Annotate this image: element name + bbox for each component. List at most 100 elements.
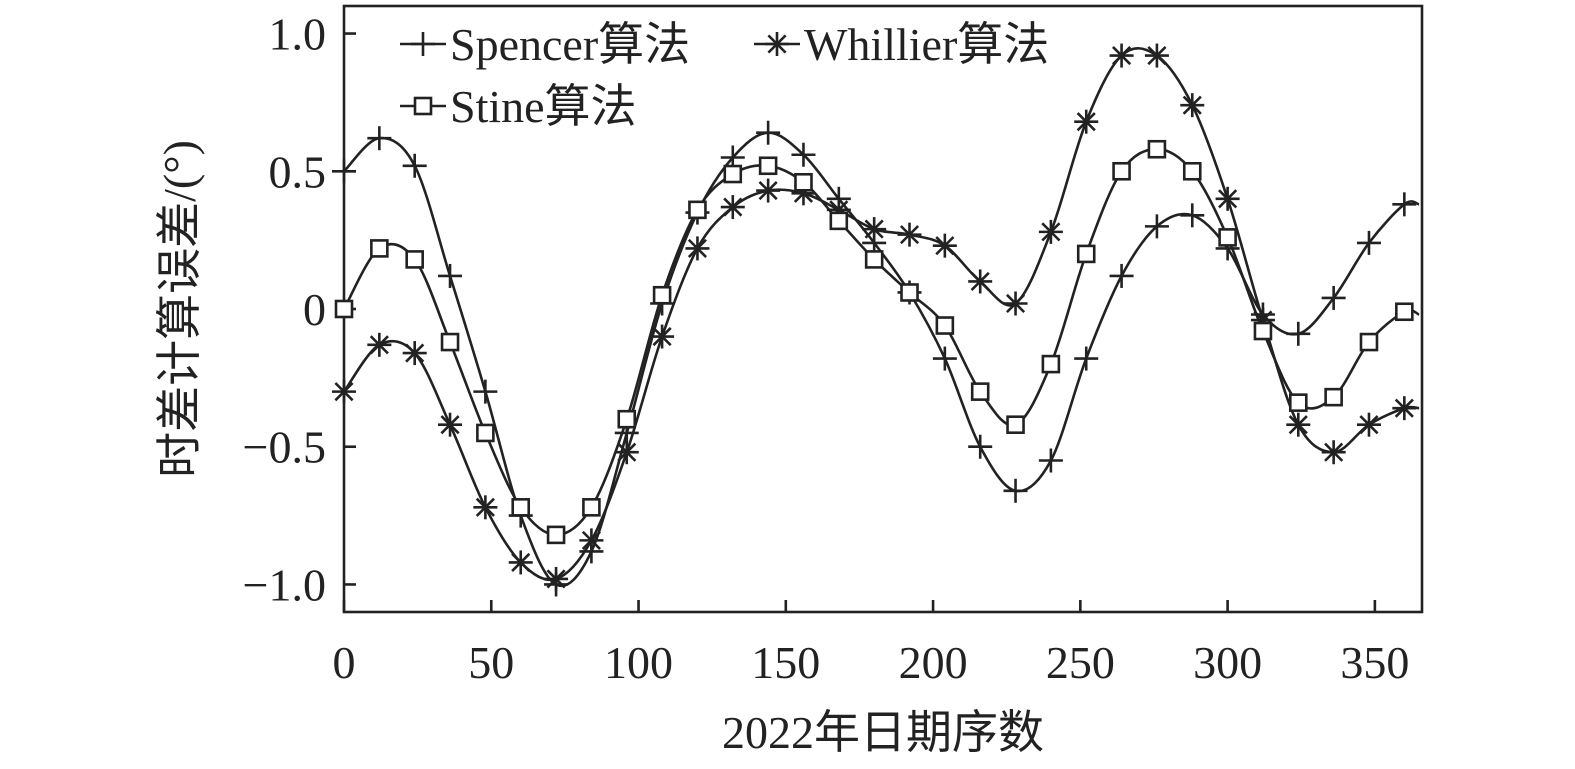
legend-marker xyxy=(413,96,433,116)
legend-item: Whillier算法 xyxy=(754,19,1049,70)
data-point xyxy=(1003,478,1028,503)
data-point xyxy=(1392,396,1417,421)
data-point xyxy=(1180,203,1205,228)
data-point xyxy=(756,178,781,203)
data-point xyxy=(1147,139,1167,159)
data-point xyxy=(1321,285,1346,310)
y-tick-label: 1.0 xyxy=(269,9,327,60)
series-line xyxy=(342,147,1420,537)
data-point xyxy=(438,412,463,437)
data-point xyxy=(1253,321,1273,341)
y-tick-label: −0.5 xyxy=(243,422,326,473)
data-point xyxy=(862,217,887,242)
y-axis-title: 时差计算误差/(°) xyxy=(154,140,205,478)
data-point xyxy=(968,269,993,294)
data-point xyxy=(405,250,424,269)
data-point xyxy=(864,250,884,269)
series-line xyxy=(343,131,1420,588)
data-point xyxy=(932,346,957,371)
data-point xyxy=(402,341,427,366)
data-point xyxy=(1180,93,1205,118)
data-point xyxy=(1006,415,1025,434)
data-point xyxy=(367,126,392,151)
data-point xyxy=(970,382,990,401)
data-point xyxy=(1395,302,1414,322)
data-point xyxy=(794,172,813,192)
data-point xyxy=(617,409,637,429)
data-point xyxy=(688,200,707,220)
data-point xyxy=(402,153,427,178)
data-point xyxy=(546,525,566,545)
data-point xyxy=(1359,332,1379,352)
data-point xyxy=(723,164,743,184)
data-point xyxy=(582,498,601,517)
legend-label: Whillier算法 xyxy=(804,19,1049,70)
data-point xyxy=(791,142,816,167)
data-point xyxy=(1144,43,1169,68)
legend-marker xyxy=(411,32,435,56)
data-point xyxy=(1321,440,1346,465)
x-axis-title: 2022年日期序数 xyxy=(722,707,1044,758)
data-point xyxy=(332,379,356,404)
data-point xyxy=(652,285,672,305)
data-point xyxy=(1324,387,1343,407)
data-point xyxy=(900,283,919,302)
data-point xyxy=(650,324,675,349)
data-point xyxy=(1392,192,1417,217)
data-point xyxy=(511,498,531,517)
data-point xyxy=(544,566,569,591)
data-point xyxy=(1003,291,1028,316)
x-tick-label: 300 xyxy=(1193,637,1262,688)
legend-item: Stine算法 xyxy=(400,81,637,132)
data-point xyxy=(685,236,710,261)
legend-label: Spencer算法 xyxy=(450,19,690,70)
data-point xyxy=(935,316,955,335)
data-point xyxy=(476,423,495,443)
data-point xyxy=(1112,161,1131,181)
data-point xyxy=(1038,219,1063,244)
data-point xyxy=(1218,228,1237,247)
legend: Spencer算法 Whillier算法 Stine算法 xyxy=(400,19,1049,132)
data-point xyxy=(370,239,389,258)
data-point xyxy=(758,156,778,176)
data-point xyxy=(1074,346,1099,371)
data-point xyxy=(1076,244,1096,264)
y-tick-label: 0.5 xyxy=(269,146,327,197)
series-layer xyxy=(332,43,1420,597)
data-point xyxy=(1182,161,1202,181)
series-square xyxy=(334,139,1420,545)
legend-item: Spencer算法 xyxy=(400,19,690,70)
data-point xyxy=(756,120,781,145)
data-point xyxy=(1356,412,1381,437)
data-point xyxy=(897,222,922,247)
data-point xyxy=(438,263,463,288)
data-point xyxy=(1074,109,1099,134)
x-tick-label: 100 xyxy=(604,637,673,688)
y-tick-label: −1.0 xyxy=(243,559,326,610)
data-point xyxy=(473,495,498,520)
data-point xyxy=(720,195,745,220)
data-point xyxy=(1215,186,1240,211)
data-point xyxy=(1109,43,1134,68)
data-point xyxy=(968,434,993,459)
data-point xyxy=(614,440,639,465)
data-point xyxy=(1109,263,1134,288)
data-point xyxy=(829,211,849,231)
data-point xyxy=(579,528,604,553)
x-tick-label: 50 xyxy=(468,637,514,688)
data-point xyxy=(440,332,460,352)
axes: 0 50 100 150 200 250 300 350 1.0 0.5 0 −0.5 −1.0 xyxy=(243,4,1424,688)
x-tick-label: 0 xyxy=(333,637,356,688)
data-point xyxy=(332,159,356,184)
legend-marker xyxy=(765,32,789,56)
data-point xyxy=(1288,393,1308,412)
data-point xyxy=(334,299,354,319)
x-tick-label: 150 xyxy=(751,637,820,688)
data-point xyxy=(932,233,957,258)
data-point xyxy=(1286,412,1311,437)
data-point xyxy=(1144,214,1169,239)
data-point xyxy=(367,332,392,357)
data-point xyxy=(508,550,533,575)
